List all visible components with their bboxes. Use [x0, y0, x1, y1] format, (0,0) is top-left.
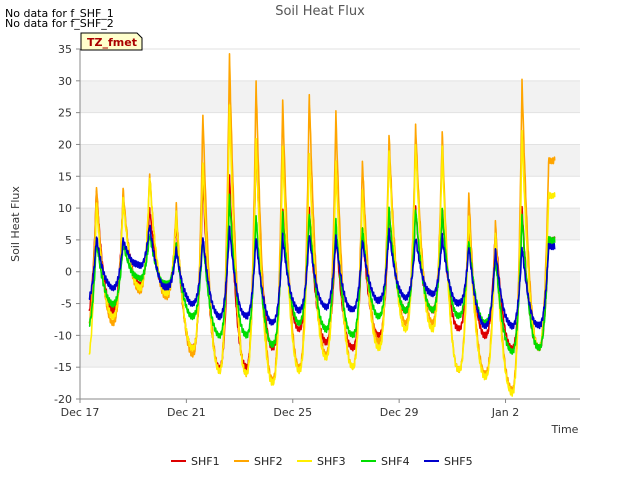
legend-label-shf1: SHF1	[191, 455, 220, 468]
series-line-shf3	[88, 104, 556, 397]
series-line-shf2	[88, 53, 556, 394]
y-tick-label: 25	[58, 107, 72, 120]
chart-title: Soil Heat Flux	[275, 4, 365, 19]
legend-label-shf4: SHF4	[381, 455, 410, 468]
y-tick-label: 20	[58, 138, 72, 151]
y-tick-label: 15	[58, 170, 72, 183]
x-tick-label: Dec 21	[167, 406, 206, 419]
no-data-note-1: No data for f_SHF_1	[5, 7, 114, 20]
badge-text: TZ_fmet	[87, 36, 137, 49]
grid-band	[80, 144, 580, 177]
y-tick-label: -20	[54, 393, 72, 406]
x-tick-label: Dec 17	[61, 406, 100, 419]
x-tick-label: Jan 2	[491, 406, 519, 419]
no-data-note-2: No data for f_SHF_2	[5, 17, 114, 30]
y-tick-label: 5	[65, 234, 72, 247]
series-line-shf5	[88, 224, 556, 330]
y-tick-label: 30	[58, 75, 72, 88]
legend: SHF1 SHF2 SHF3 SHF4 SHF5	[171, 455, 473, 468]
y-tick-label: -5	[61, 298, 72, 311]
legend-label-shf3: SHF3	[317, 455, 346, 468]
x-tick-label: Dec 29	[380, 406, 419, 419]
y-tick-label: -15	[54, 361, 72, 374]
x-tick-label: Dec 25	[273, 406, 312, 419]
y-tick-label: 10	[58, 202, 72, 215]
station-badge: TZ_fmet	[80, 32, 143, 51]
y-tick-label: 0	[65, 266, 72, 279]
y-tick-label: -10	[54, 329, 72, 342]
badge-box	[80, 32, 143, 51]
y-tick-label: 35	[58, 43, 72, 56]
legend-label-shf5: SHF5	[444, 455, 473, 468]
x-axis-label: Time	[551, 423, 579, 436]
y-axis-label: Soil Heat Flux	[9, 186, 22, 262]
legend-label-shf2: SHF2	[254, 455, 283, 468]
grid-band	[80, 80, 580, 113]
